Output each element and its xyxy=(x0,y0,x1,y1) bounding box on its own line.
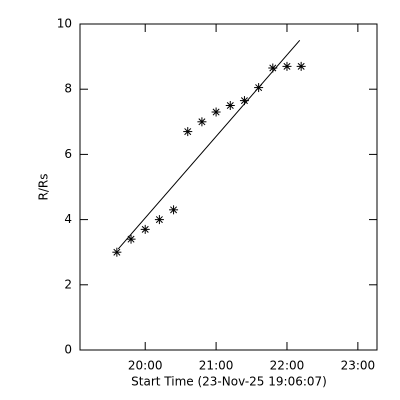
asterisk-point xyxy=(126,234,136,244)
asterisk-stroke xyxy=(155,216,163,224)
y-tick-label: 10 xyxy=(57,17,72,31)
y-tick-label: 8 xyxy=(64,82,72,96)
asterisk-point xyxy=(183,127,193,137)
fit-line xyxy=(117,39,301,250)
asterisk-stroke xyxy=(170,206,178,214)
y-tick-label: 4 xyxy=(64,212,72,226)
asterisk-point xyxy=(112,247,122,257)
x-tick-label: 22:00 xyxy=(270,359,305,373)
asterisk-stroke xyxy=(198,118,206,126)
x-tick-label: 21:00 xyxy=(199,359,234,373)
asterisk-point xyxy=(296,61,306,71)
asterisk-stroke xyxy=(141,225,149,233)
x-axis-label: Start Time (23-Nov-25 19:06:07) xyxy=(131,375,327,389)
x-tick-label: 23:00 xyxy=(341,359,376,373)
asterisk-point xyxy=(225,101,235,110)
x-tick-label: 20:00 xyxy=(128,359,163,373)
asterisk-stroke xyxy=(113,248,121,256)
asterisk-stroke xyxy=(127,235,135,243)
asterisk-stroke xyxy=(184,128,192,136)
asterisk-point xyxy=(282,61,292,71)
asterisk-stroke xyxy=(269,64,277,72)
y-axis-label: R/Rs xyxy=(37,174,51,201)
asterisk-stroke xyxy=(212,108,220,116)
asterisk-point xyxy=(197,117,207,127)
asterisk-point xyxy=(140,224,150,234)
y-tick-label: 2 xyxy=(64,277,72,291)
asterisk-stroke xyxy=(283,62,291,70)
y-tick-label: 0 xyxy=(64,343,72,357)
plot-frame xyxy=(79,23,378,351)
asterisk-stroke xyxy=(226,101,234,110)
asterisk-point xyxy=(211,107,221,117)
asterisk-stroke xyxy=(297,62,305,70)
asterisk-point xyxy=(169,205,179,215)
y-tick-label: 6 xyxy=(64,147,72,161)
asterisk-stroke xyxy=(240,97,248,105)
asterisk-point xyxy=(154,215,164,225)
